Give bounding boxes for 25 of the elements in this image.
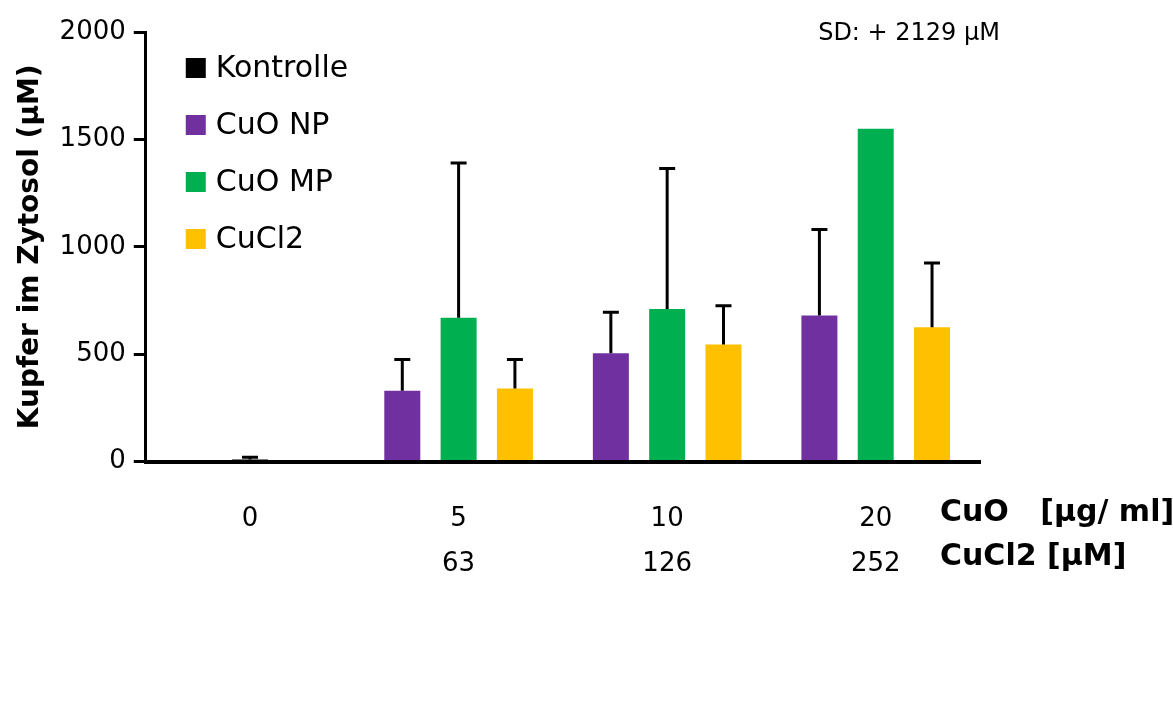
- bar: [496, 388, 533, 461]
- bar: [705, 344, 742, 461]
- legend-label: CuO MP: [215, 162, 333, 198]
- legend-label: Kontrolle: [215, 48, 349, 84]
- y-axis-title: Kupfer im Zytosol (µM): [12, 64, 46, 430]
- x-tick-label: 5 63: [442, 502, 476, 577]
- x-tick-label: 10 126: [642, 502, 692, 577]
- y-tick-label: 1000: [59, 229, 126, 260]
- y-tick-label: 500: [76, 336, 126, 367]
- annotation: SD: + 2129 µM: [818, 18, 1000, 47]
- bar: [914, 327, 951, 461]
- bar: [801, 315, 838, 461]
- legend-label: CuO NP: [215, 105, 330, 141]
- bar: [649, 309, 686, 461]
- x-tick-label: 20 252: [850, 502, 901, 577]
- y-tick-label: 2000: [59, 14, 126, 45]
- y-tick-label: 1500: [59, 122, 126, 153]
- bar: [857, 128, 894, 461]
- bar: [384, 390, 421, 461]
- y-tick-label: 0: [109, 444, 126, 475]
- bar: [440, 317, 477, 461]
- bar: [592, 353, 629, 461]
- legend-label: CuCl2: [215, 219, 305, 255]
- x-axis-title: CuO [µg/ ml] CuCl2 [µM]: [940, 493, 1173, 573]
- x-tick-label: 0: [241, 502, 259, 533]
